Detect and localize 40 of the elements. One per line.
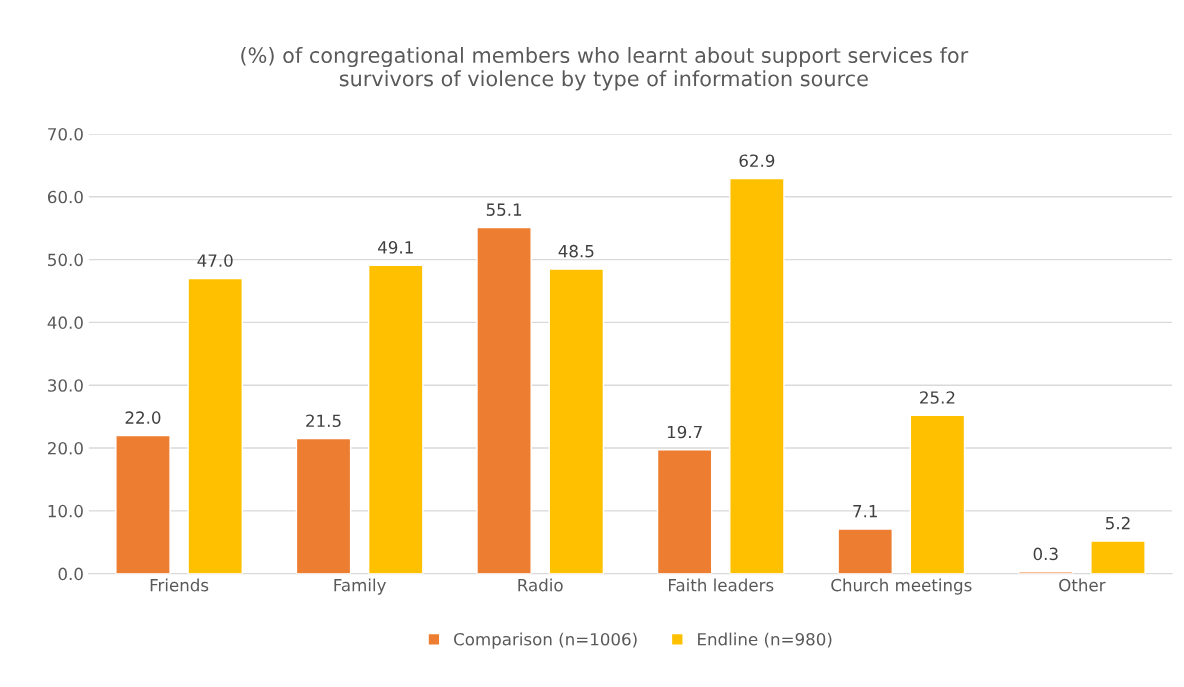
data-label: 25.2 bbox=[920, 391, 955, 404]
data-label: 49.1 bbox=[378, 241, 413, 254]
data-label: 19.7 bbox=[667, 425, 702, 439]
bar bbox=[909, 414, 966, 574]
x-tick-label: Friends bbox=[150, 578, 209, 592]
bar bbox=[367, 264, 424, 574]
y-tick-label: 10.0 bbox=[48, 504, 83, 518]
bar bbox=[476, 226, 532, 574]
data-label: 47.0 bbox=[197, 254, 233, 267]
data-label: 22.0 bbox=[125, 411, 161, 424]
x-tick-label: Faith leaders bbox=[669, 578, 774, 592]
legend-label: Comparison (n=1006) bbox=[454, 632, 637, 649]
y-tick-label: 70.0 bbox=[48, 127, 83, 141]
bar bbox=[656, 449, 713, 574]
bar bbox=[548, 268, 605, 574]
data-label: 7.1 bbox=[853, 505, 877, 518]
bar bbox=[295, 437, 352, 574]
x-tick-label: Other bbox=[1059, 578, 1106, 592]
data-label: 5.2 bbox=[1106, 516, 1130, 530]
data-label: 0.3 bbox=[1033, 547, 1058, 561]
x-tick-label: Family bbox=[334, 578, 386, 595]
bar bbox=[1090, 540, 1146, 574]
bar bbox=[115, 434, 171, 574]
x-tick-label: Radio bbox=[518, 578, 563, 592]
y-tick-label: 40.0 bbox=[47, 316, 83, 329]
y-tick-label: 30.0 bbox=[48, 379, 83, 392]
chart-title: (%) of congregational members who learnt about support services for survivors of violence by type of information source bbox=[241, 46, 969, 91]
bar bbox=[729, 177, 785, 574]
bar bbox=[837, 528, 893, 574]
data-label: 62.9 bbox=[739, 154, 775, 167]
y-tick-label: 50.0 bbox=[48, 253, 83, 267]
y-tick-label: 20.0 bbox=[48, 441, 83, 455]
data-label: 21.5 bbox=[306, 414, 341, 428]
data-label: 48.5 bbox=[558, 244, 594, 258]
data-label: 55.1 bbox=[486, 203, 522, 216]
legend-label: Endline (n=980) bbox=[698, 632, 832, 648]
y-tick-label: 60.0 bbox=[47, 190, 83, 204]
y-tick-label: 0.0 bbox=[58, 567, 83, 581]
x-tick-label: Church meetings bbox=[831, 578, 972, 595]
bar bbox=[187, 277, 243, 574]
